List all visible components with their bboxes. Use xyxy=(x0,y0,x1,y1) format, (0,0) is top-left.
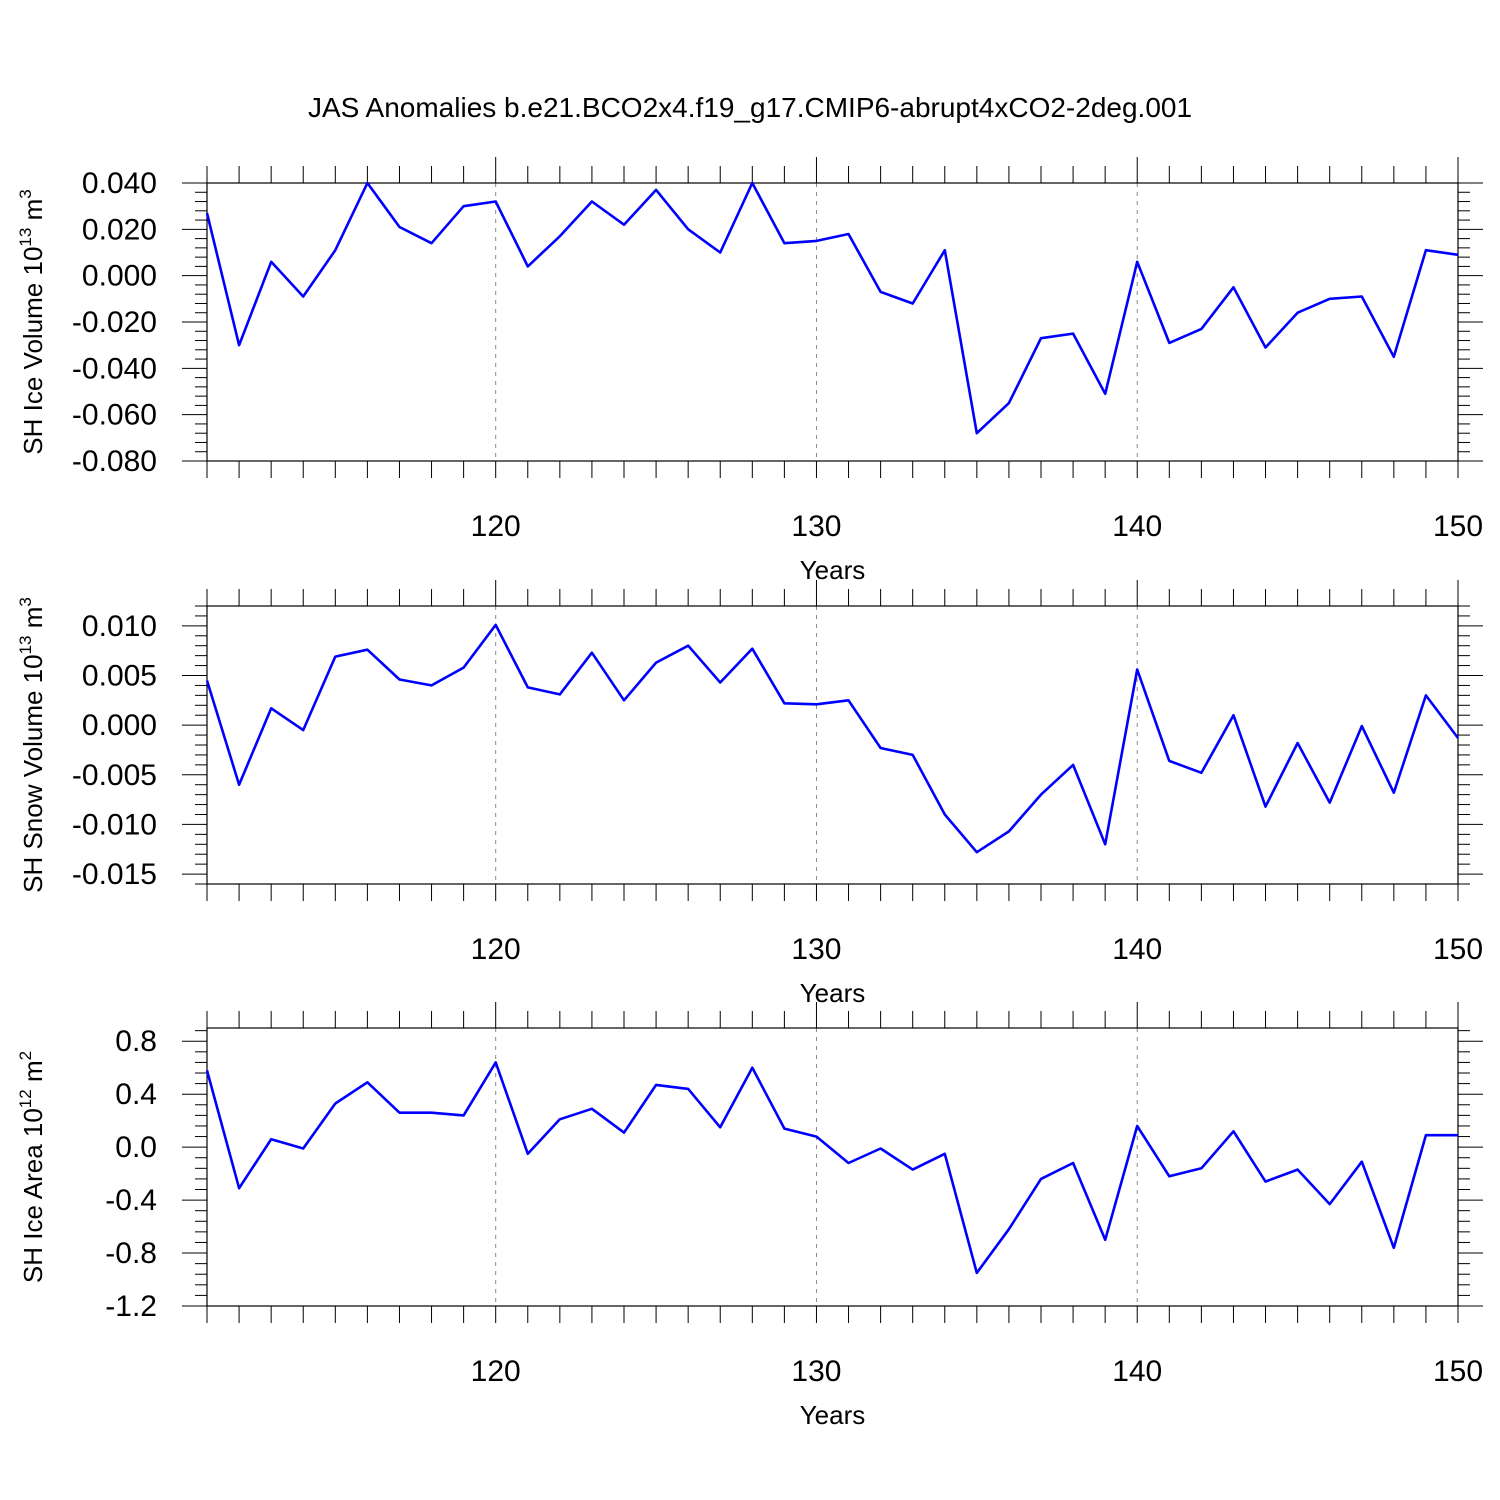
x-tick-label: 130 xyxy=(791,1355,841,1388)
y-tick-label: 0.8 xyxy=(115,1025,157,1058)
page-title: JAS Anomalies b.e21.BCO2x4.f19_g17.CMIP6… xyxy=(307,92,1193,123)
y-tick-label: -0.020 xyxy=(72,306,157,339)
y-tick-label: 0.040 xyxy=(82,167,157,200)
plot-frame xyxy=(206,182,1459,462)
chart-panel-3: 0.8 0.4 0.0 -0.4 -0.8 -1.2 120 130 140 150 Years SH… xyxy=(16,1002,1483,1430)
y-tick-label: 0.000 xyxy=(82,709,157,742)
y-tick-label: -0.005 xyxy=(72,759,157,792)
x-axis-title: Years xyxy=(800,555,866,585)
x-tick-label: 120 xyxy=(471,1355,521,1388)
x-tick-label: 140 xyxy=(1112,1355,1162,1388)
y-tick-label: 0.010 xyxy=(82,610,157,643)
y-tick-label: -0.080 xyxy=(72,445,157,478)
x-tick-label: 150 xyxy=(1433,1355,1483,1388)
x-tick-label: 140 xyxy=(1112,933,1162,966)
series-line xyxy=(205,1061,1458,1275)
y-tick-label: -0.010 xyxy=(72,808,157,841)
y-tick-label: -0.8 xyxy=(105,1237,157,1270)
chart-panel-1: 0.040 0.020 0.000 -0.020 -0.040 -0.060 -0.080 1… xyxy=(16,157,1483,585)
y-axis-title: SH Ice Volume 1013 m3 xyxy=(16,189,48,454)
x-axis-title: Years xyxy=(800,978,866,1008)
plot-frame xyxy=(206,605,1459,885)
y-tick-label: -0.015 xyxy=(72,858,157,891)
x-tick-label: 120 xyxy=(471,933,521,966)
chart-panel-2: 0.010 0.005 0.000 -0.005 -0.010 -0.015 120 130 1… xyxy=(16,580,1483,1008)
y-tick-label: 0.0 xyxy=(115,1131,157,1164)
y-tick-label: 0.020 xyxy=(82,213,157,246)
y-tick-label: 0.000 xyxy=(82,260,157,293)
x-tick-label: 140 xyxy=(1112,510,1162,543)
series-line xyxy=(205,181,1459,435)
series-line xyxy=(205,623,1460,854)
x-axis-title: Years xyxy=(800,1400,866,1430)
x-tick-label: 120 xyxy=(471,510,521,543)
y-axis-title: SH Ice Area 1012 m2 xyxy=(16,1051,48,1283)
y-axis-title: SH Snow Volume 1013 m3 xyxy=(16,597,48,893)
y-tick-label: 0.4 xyxy=(115,1078,157,1111)
y-tick-label: 0.005 xyxy=(82,660,157,693)
y-tick-label: -0.4 xyxy=(105,1184,157,1217)
plot-frame xyxy=(206,1027,1459,1307)
x-tick-label: 130 xyxy=(791,933,841,966)
y-tick-label: -1.2 xyxy=(105,1290,157,1323)
x-tick-label: 130 xyxy=(791,510,841,543)
y-tick-label: -0.060 xyxy=(72,399,157,432)
x-tick-label: 150 xyxy=(1433,933,1483,966)
y-tick-label: -0.040 xyxy=(72,352,157,385)
x-tick-label: 150 xyxy=(1433,510,1483,543)
